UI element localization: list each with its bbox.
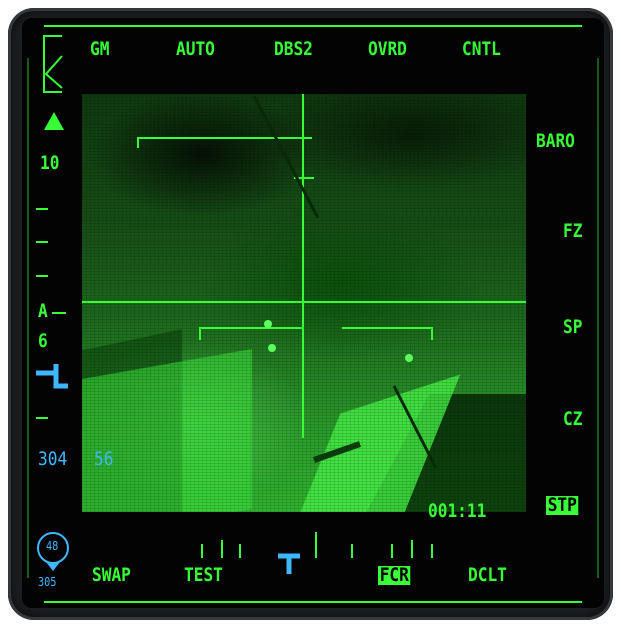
range-up-arrow-icon[interactable] bbox=[44, 112, 64, 130]
radar-contact bbox=[268, 344, 276, 352]
osb-top-1[interactable]: GM bbox=[90, 38, 110, 60]
terrain-road bbox=[252, 95, 320, 219]
bullseye-bearing: 48 bbox=[46, 539, 59, 553]
scan-bracket-top bbox=[137, 137, 312, 148]
osb-top-3[interactable]: DBS2 bbox=[274, 38, 313, 60]
osb-right-5-selected[interactable]: STP bbox=[546, 494, 579, 516]
osb-bottom-4[interactable]: DCLT bbox=[468, 564, 507, 586]
symbology-overlay bbox=[27, 25, 599, 603]
osb-bottom-1[interactable]: SWAP bbox=[92, 564, 131, 586]
osb-top-2[interactable]: AUTO bbox=[176, 38, 215, 60]
elevation-caret bbox=[44, 55, 63, 89]
terrain-road bbox=[392, 385, 438, 469]
radar-contact bbox=[405, 354, 413, 362]
azimuth-value: 6 bbox=[38, 330, 48, 352]
osb-right-3[interactable]: SP bbox=[563, 316, 583, 338]
cursor-bracket-right bbox=[342, 327, 433, 340]
cursor-readout-right: 56 bbox=[94, 448, 114, 470]
osb-top-5[interactable]: CNTL bbox=[462, 38, 501, 60]
bullseye-range: 305 bbox=[38, 575, 57, 589]
terrain-feature bbox=[313, 441, 361, 463]
osb-bottom-3-selected[interactable]: FCR bbox=[378, 564, 411, 586]
osb-top-4[interactable]: OVRD bbox=[368, 38, 407, 60]
elapsed-timer: 001:11 bbox=[428, 500, 487, 522]
elevation-bracket bbox=[43, 35, 62, 93]
cursor-bracket-left bbox=[199, 327, 302, 340]
azimuth-label: A bbox=[38, 300, 48, 322]
osb-bottom-2[interactable]: TEST bbox=[184, 564, 223, 586]
osb-right-1[interactable]: BARO bbox=[536, 130, 575, 152]
radar-contact bbox=[264, 320, 272, 328]
range-value: 10 bbox=[40, 152, 60, 174]
osb-right-2[interactable]: FZ bbox=[563, 220, 583, 242]
acq-cursor-vertical bbox=[53, 364, 68, 389]
cursor-readout-left: 304 bbox=[38, 448, 68, 470]
mfd-screen: GM AUTO DBS2 OVRD CNTL BARO FZ SP CZ STP… bbox=[22, 18, 604, 608]
bullseye-pointer-icon bbox=[46, 562, 60, 571]
osb-right-4[interactable]: CZ bbox=[563, 408, 583, 430]
